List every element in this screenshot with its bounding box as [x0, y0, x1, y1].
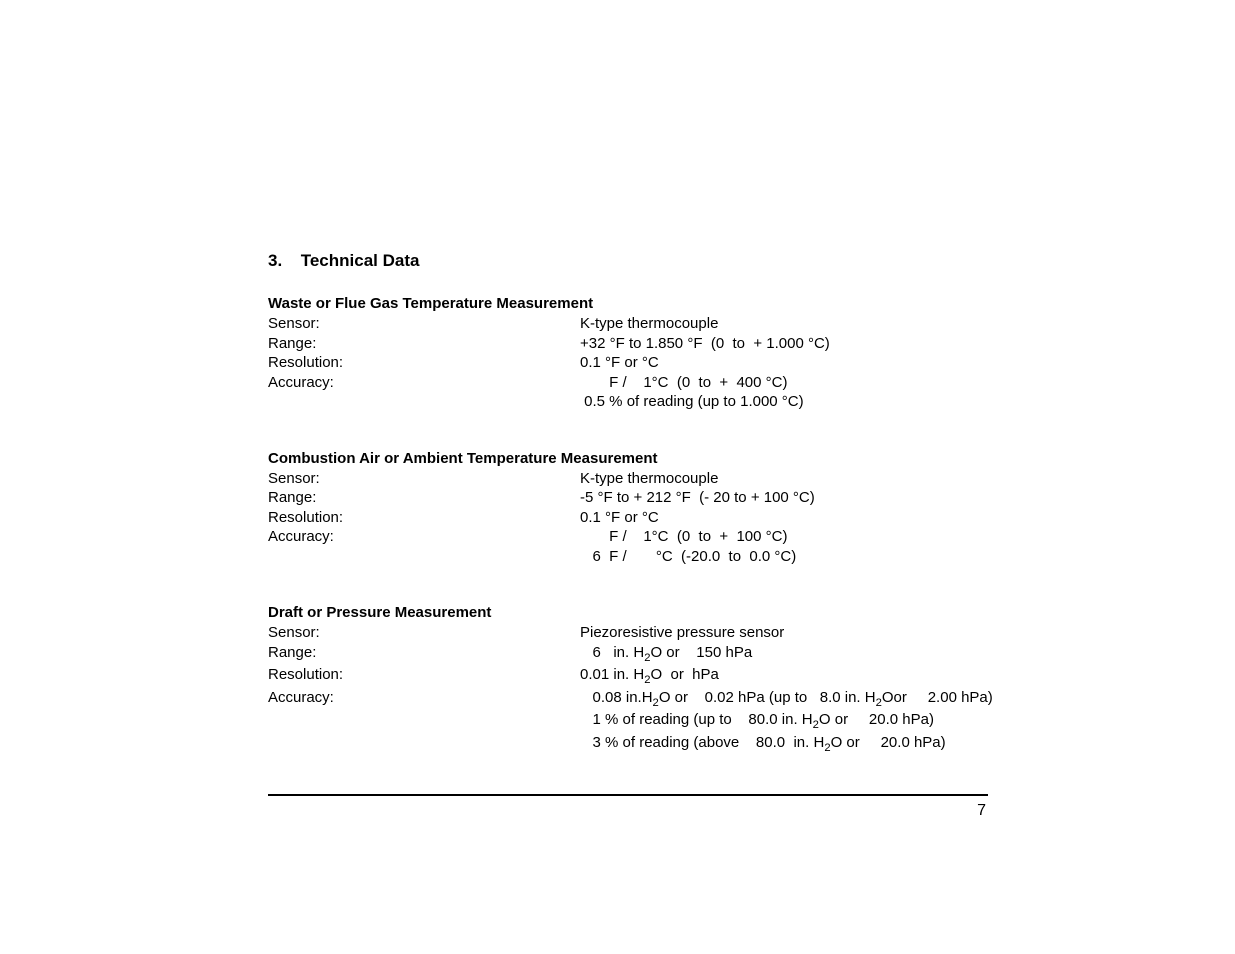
spec-label: Range:	[268, 488, 580, 508]
spec-block: Waste or Flue Gas Temperature Measuremen…	[268, 295, 988, 412]
spec-row: Range:-5 °F to + 212 °F (- 20 to + 100 °…	[268, 488, 988, 508]
spec-value: +32 °F to 1.850 °F (0 to + 1.000 °C)	[580, 334, 988, 354]
spec-row: 6 F / °C (-20.0 to 0.0 °C)	[268, 547, 988, 567]
spec-row: Accuracy: F / 1°C (0 to + 100 °C)	[268, 527, 988, 547]
spec-label: Sensor:	[268, 469, 580, 489]
spec-value: -5 °F to + 212 °F (- 20 to + 100 °C)	[580, 488, 988, 508]
spec-label	[268, 392, 580, 412]
spec-row: 1 % of reading (up to 80.0 in. H2O or 20…	[268, 710, 988, 733]
page-number: 7	[268, 802, 988, 820]
section-heading: 3. Technical Data	[268, 251, 988, 271]
spec-label: Accuracy:	[268, 688, 580, 711]
block-title: Waste or Flue Gas Temperature Measuremen…	[268, 295, 988, 312]
spec-block: Draft or Pressure Measurement Sensor:Piez…	[268, 604, 988, 756]
spec-value: 0.5 % of reading (up to 1.000 °C)	[580, 392, 988, 412]
spec-label: Resolution:	[268, 508, 580, 528]
spec-value: Piezoresistive pressure sensor	[580, 623, 988, 643]
spec-row: Resolution:0.01 in. H2O or hPa	[268, 665, 988, 688]
spec-value: 3 % of reading (above 80.0 in. H2O or 20…	[580, 733, 988, 756]
spec-row: 0.5 % of reading (up to 1.000 °C)	[268, 392, 988, 412]
spec-label: Accuracy:	[268, 373, 580, 393]
spec-block: Combustion Air or Ambient Temperature Me…	[268, 450, 988, 567]
spec-row: Range:+32 °F to 1.850 °F (0 to + 1.000 °…	[268, 334, 988, 354]
spec-row: Range: 6 in. H2O or 150 hPa	[268, 643, 988, 666]
spec-label	[268, 547, 580, 567]
block-title: Draft or Pressure Measurement	[268, 604, 988, 621]
spec-row: Accuracy: 0.08 in.H2O or 0.02 hPa (up to…	[268, 688, 988, 711]
spec-row: Resolution:0.1 °F or °C	[268, 508, 988, 528]
spec-value: 6 in. H2O or 150 hPa	[580, 643, 988, 666]
spec-value: 0.1 °F or °C	[580, 353, 988, 373]
spec-value: 0.08 in.H2O or 0.02 hPa (up to 8.0 in. H…	[580, 688, 993, 711]
spec-label	[268, 733, 580, 756]
spec-value: F / 1°C (0 to + 100 °C)	[580, 527, 988, 547]
spec-label: Sensor:	[268, 623, 580, 643]
spec-label: Resolution:	[268, 353, 580, 373]
spec-value: 0.01 in. H2O or hPa	[580, 665, 988, 688]
spec-row: Resolution:0.1 °F or °C	[268, 353, 988, 373]
spec-value: F / 1°C (0 to + 400 °C)	[580, 373, 988, 393]
spec-value: 0.1 °F or °C	[580, 508, 988, 528]
spec-label: Resolution:	[268, 665, 580, 688]
spec-label: Accuracy:	[268, 527, 580, 547]
document-page: 3. Technical Data Waste or Flue Gas Temp…	[268, 251, 988, 820]
spec-row: Sensor:K-type thermocouple	[268, 314, 988, 334]
spec-row: Accuracy: F / 1°C (0 to + 400 °C)	[268, 373, 988, 393]
section-number: 3.	[268, 251, 296, 271]
spec-row: Sensor:K-type thermocouple	[268, 469, 988, 489]
spec-value: K-type thermocouple	[580, 314, 988, 334]
block-title: Combustion Air or Ambient Temperature Me…	[268, 450, 988, 467]
section-title: Technical Data	[301, 251, 420, 270]
spec-label: Range:	[268, 643, 580, 666]
spec-value: 6 F / °C (-20.0 to 0.0 °C)	[580, 547, 988, 567]
spec-blocks: Waste or Flue Gas Temperature Measuremen…	[268, 295, 988, 756]
spec-row: Sensor:Piezoresistive pressure sensor	[268, 623, 988, 643]
spec-label: Sensor:	[268, 314, 580, 334]
spec-value: K-type thermocouple	[580, 469, 988, 489]
spec-label: Range:	[268, 334, 580, 354]
spec-row: 3 % of reading (above 80.0 in. H2O or 20…	[268, 733, 988, 756]
spec-value: 1 % of reading (up to 80.0 in. H2O or 20…	[580, 710, 988, 733]
spec-label	[268, 710, 580, 733]
horizontal-rule	[268, 794, 988, 796]
